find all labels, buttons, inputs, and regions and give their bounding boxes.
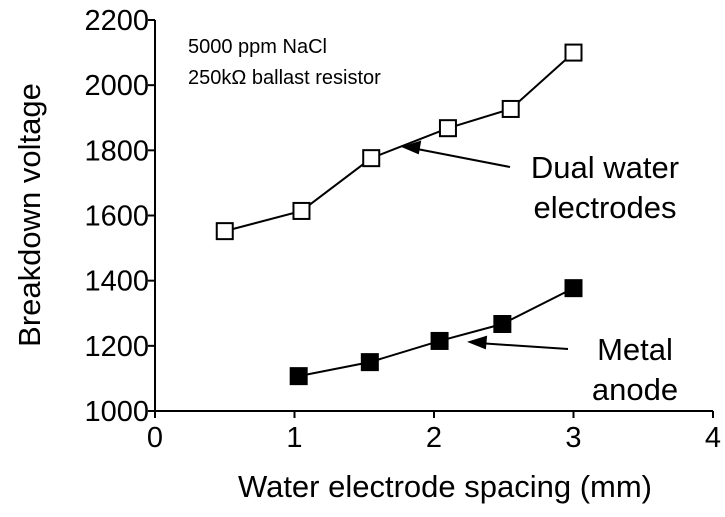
marker [292,201,311,220]
marker [564,279,583,298]
series-line [224,51,575,233]
marker [564,43,583,62]
x-tick-label: 3 [565,422,581,454]
x-tick-label: 0 [147,422,163,454]
y-tick-label: 1000 [84,396,149,428]
x-axis-label: Water electrode spacing (mm) [238,469,652,504]
series-label: Dual water [531,150,679,185]
note: 5000 ppm NaCl [188,36,327,58]
marker [289,367,308,386]
series-label: electrodes [533,190,676,225]
x-tick-label: 4 [705,422,721,454]
series-label: Metal [597,332,673,367]
marker [493,315,512,334]
marker [362,149,381,168]
marker [438,119,457,138]
x-tick-label: 1 [286,422,302,454]
y-tick-label: 1800 [84,135,149,167]
marker [215,222,234,241]
marker [360,353,379,372]
y-tick-label: 1400 [84,266,149,298]
y-tick-label: 1200 [84,331,149,363]
y-tick-label: 2200 [84,5,149,37]
y-tick-label: 2000 [84,70,149,102]
annotation-arrows [401,140,569,350]
series-label: anode [592,372,678,407]
y-tick-label: 1600 [84,201,149,233]
y-axis-label: Breakdown voltage [12,83,47,347]
note: 250kΩ ballast resistor [188,67,381,89]
marker [430,331,449,350]
marker [501,99,520,118]
x-tick-label: 2 [426,422,442,454]
